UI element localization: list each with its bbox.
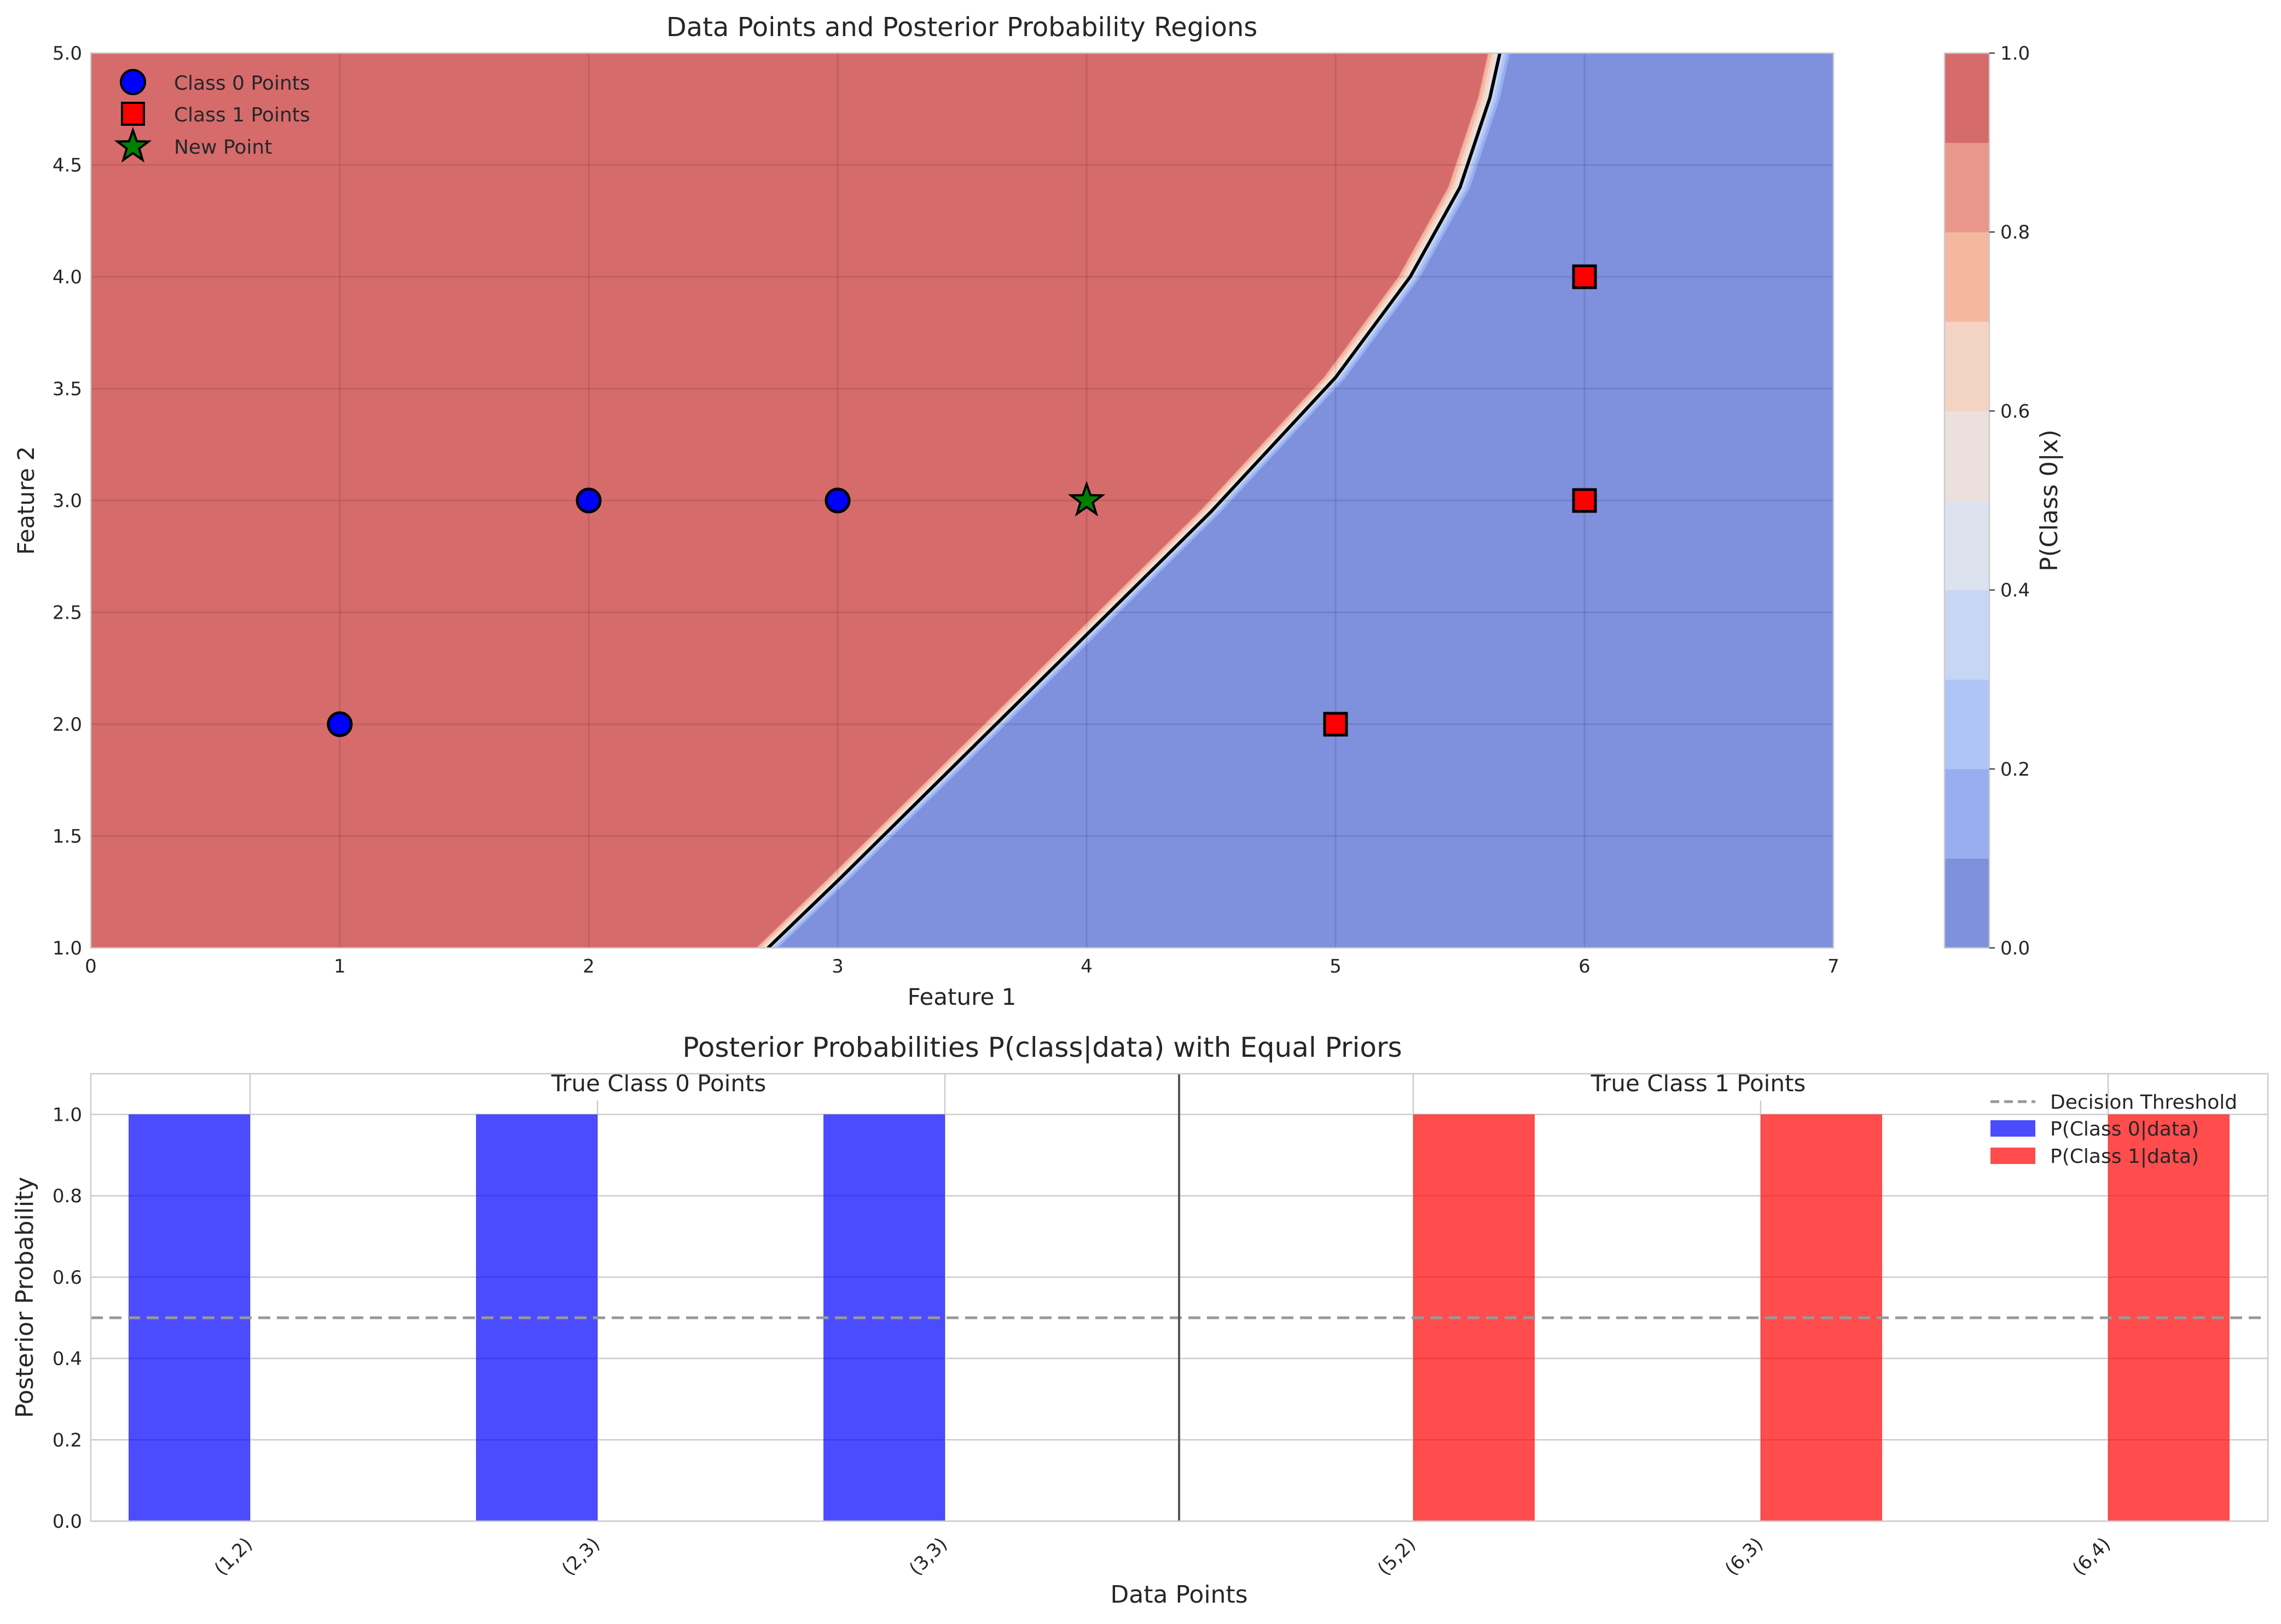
colorbar-level <box>1945 411 1989 501</box>
legend-new-point-star-icon <box>114 126 152 163</box>
bottom-chart-title: Posterior Probabilities P(class|data) wi… <box>682 1032 1402 1063</box>
x-tick-label: (6,3) <box>1721 1533 1767 1580</box>
class1-point <box>1572 264 1597 289</box>
colorbar-tick-label: 0.8 <box>2000 222 2030 243</box>
colorbar-level <box>1945 590 1989 680</box>
legend-class1-marker <box>121 102 145 126</box>
y-tick-label: 1.0 <box>53 938 82 959</box>
colorbar-tick-label: 0.2 <box>2000 759 2030 781</box>
group-label-class1-box <box>1570 1067 1827 1101</box>
y-tick-label: 1.5 <box>53 826 82 848</box>
colorbar-level <box>1945 232 1989 322</box>
colorbar-level <box>1945 679 1989 770</box>
y-tick-label: 0.4 <box>53 1348 82 1370</box>
colorbar-tick-label: 1.0 <box>2000 43 2030 65</box>
bottom-y-axis-ticks: 0.0 0.2 0.4 0.6 0.8 1.0 <box>53 1104 82 1533</box>
colorbar-tick-label: 0.4 <box>2000 580 2030 602</box>
bottom-plot-frame <box>90 1073 2269 1522</box>
x-tick-label: 2 <box>583 956 595 977</box>
y-tick-label: 1.0 <box>53 1104 82 1126</box>
top-plot-frame <box>90 52 1835 949</box>
colorbar: 0.0 0.2 0.4 0.6 0.8 1.0 P(Class 0|x) <box>1943 43 2063 959</box>
y-tick-label: 3.5 <box>53 379 82 400</box>
colorbar-tick-label: 0.6 <box>2000 400 2030 422</box>
data-markers <box>327 264 1597 737</box>
x-tick-label: 7 <box>1827 956 1839 977</box>
x-tick-label: 6 <box>1578 956 1591 977</box>
class1-point <box>1572 488 1597 513</box>
x-tick-label: (6,4) <box>2068 1533 2115 1580</box>
legend-class0-label: Class 0 Points <box>174 72 310 95</box>
legend-p-class0-label: P(Class 0|data) <box>2050 1118 2199 1140</box>
legend-new-point-label: New Point <box>174 136 272 159</box>
x-tick-label: (2,3) <box>558 1533 604 1580</box>
legend-threshold-label: Decision Threshold <box>2050 1091 2237 1114</box>
new-point-star <box>1067 480 1106 517</box>
legend-class0-swatch <box>1990 1120 2035 1137</box>
top-x-axis-label: Feature 1 <box>908 983 1017 1010</box>
class0-region <box>91 53 1488 948</box>
x-tick-label: 0 <box>85 956 97 977</box>
y-tick-label: 4.0 <box>53 266 82 288</box>
top-legend: Class 0 Points Class 1 Points New Point <box>114 69 310 163</box>
x-tick-label: 5 <box>1330 956 1342 977</box>
x-tick-label: (1,2) <box>210 1533 257 1580</box>
x-tick-label: 1 <box>334 956 346 977</box>
decision-boundary-line <box>767 53 1502 948</box>
legend-p-class1-label: P(Class 1|data) <box>2050 1145 2199 1168</box>
colorbar-level <box>1945 769 1989 859</box>
legend-class1-label: Class 1 Points <box>174 104 310 126</box>
bottom-x-axis-ticks: (1,2) (2,3) (3,3) (5,2) (6,3) (6,4) <box>210 1533 2115 1580</box>
legend-class0-marker <box>120 69 146 95</box>
bottom-x-axis-label: Data Points <box>1110 1581 1247 1609</box>
y-tick-label: 0.2 <box>53 1429 82 1451</box>
colorbar-level <box>1945 53 1989 143</box>
top-chart-title: Data Points and Posterior Probability Re… <box>666 12 1258 43</box>
colorbar-frame <box>1943 52 1990 949</box>
bottom-y-axis-label: Posterior Probability <box>11 1177 39 1418</box>
y-tick-label: 0.6 <box>53 1267 82 1289</box>
top-y-axis-label: Feature 2 <box>13 446 39 555</box>
class0-point <box>825 487 851 514</box>
y-tick-label: 4.5 <box>53 155 82 177</box>
y-tick-label: 2.0 <box>53 714 82 736</box>
colorbar-level <box>1945 500 1989 591</box>
top-x-axis-ticks: 0 1 2 3 4 5 6 7 <box>85 956 1839 977</box>
class1-point <box>1323 712 1348 737</box>
x-tick-label: (5,2) <box>1373 1533 1420 1580</box>
x-tick-label: 4 <box>1081 956 1093 977</box>
bottom-legend: Decision Threshold P(Class 0|data) P(Cla… <box>1990 1091 2237 1168</box>
x-tick-label: (3,3) <box>905 1533 951 1580</box>
y-tick-label: 0.0 <box>53 1511 82 1533</box>
legend-class1-swatch <box>1990 1148 2035 1164</box>
y-tick-label: 5.0 <box>53 43 82 65</box>
top-y-axis-ticks: 1.0 1.5 2.0 2.5 3.0 3.5 4.0 4.5 5.0 <box>53 43 82 959</box>
colorbar-level <box>1945 321 1989 411</box>
x-tick-label: 3 <box>832 956 844 977</box>
y-tick-label: 3.0 <box>53 490 82 512</box>
y-tick-label: 2.5 <box>53 602 82 624</box>
colorbar-level <box>1945 142 1989 232</box>
posterior-bar-panel: Posterior Probabilities P(class|data) wi… <box>11 1032 2269 1609</box>
y-tick-label: 0.8 <box>53 1185 82 1207</box>
group-label-class0-box <box>531 1067 788 1101</box>
colorbar-level <box>1945 858 1989 948</box>
class0-point <box>327 711 353 737</box>
class0-point <box>576 487 602 514</box>
posterior-region-panel: Data Points and Posterior Probability Re… <box>13 12 2063 1010</box>
colorbar-label: P(Class 0|x) <box>2035 429 2063 571</box>
colorbar-tick-label: 0.0 <box>2000 938 2030 959</box>
